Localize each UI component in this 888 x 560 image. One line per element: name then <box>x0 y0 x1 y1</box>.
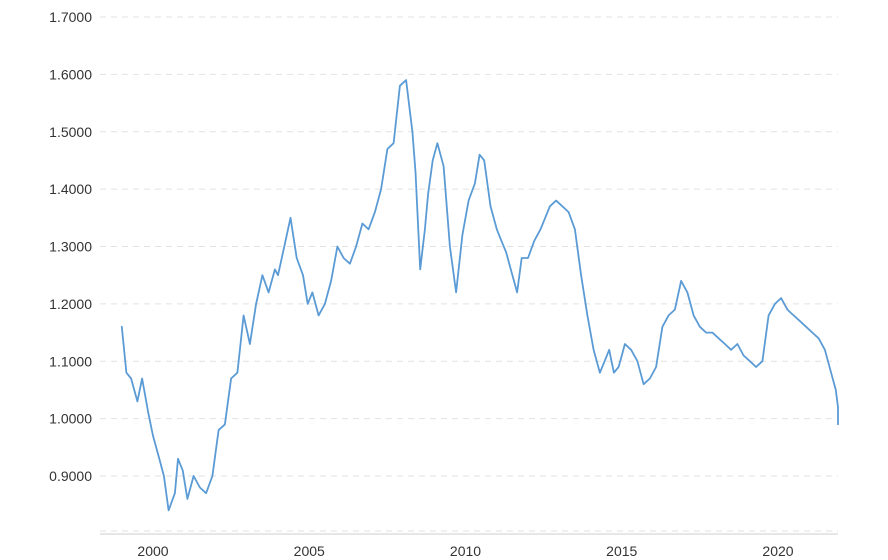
x-axis-tick-labels: 2000 2005 2010 2015 2020 <box>137 543 793 559</box>
x-tick-label: 2015 <box>606 543 637 559</box>
y-tick-label: 1.3000 <box>49 239 92 255</box>
series-layer <box>120 79 839 512</box>
series-line <box>120 79 839 512</box>
x-tick-label: 2000 <box>137 543 168 559</box>
y-tick-label: 1.7000 <box>49 9 92 25</box>
grid-lines <box>100 16 838 532</box>
x-tick-label: 2020 <box>762 543 793 559</box>
y-tick-label: 1.4000 <box>49 181 92 197</box>
y-tick-label: 0.9000 <box>49 468 92 484</box>
y-tick-label: 1.2000 <box>49 296 92 312</box>
y-tick-label: 1.5000 <box>49 124 92 140</box>
y-axis-tick-labels: 0.9000 1.0000 1.1000 1.2000 1.3000 1.4000 1.50… <box>49 9 92 484</box>
y-tick-label: 1.1000 <box>49 353 92 369</box>
y-tick-label: 1.6000 <box>49 66 92 82</box>
y-tick-label: 1.0000 <box>49 411 92 427</box>
x-tick-label: 2010 <box>450 543 481 559</box>
x-tick-label: 2005 <box>294 543 325 559</box>
